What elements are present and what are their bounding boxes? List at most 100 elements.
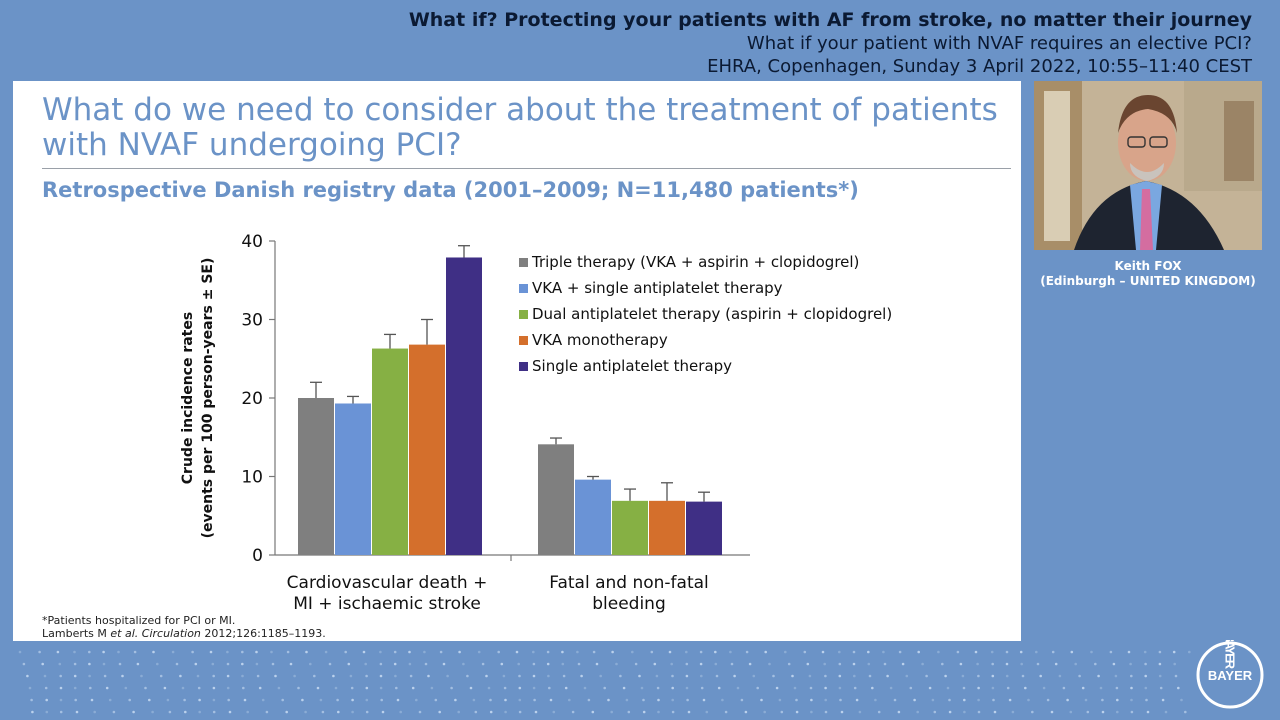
background-dot: [991, 674, 995, 678]
speaker-name: Keith FOX: [1114, 259, 1182, 273]
background-dot: [568, 698, 571, 702]
background-dot: [226, 686, 230, 690]
background-dot: [552, 710, 556, 714]
background-dot: [472, 698, 476, 702]
background-dot: [118, 662, 122, 666]
background-dot: [226, 650, 229, 654]
background-dot: [362, 650, 366, 654]
background-dot: [775, 686, 779, 690]
background-dot: [642, 698, 645, 702]
background-dot: [163, 686, 167, 690]
background-dot: [427, 674, 430, 678]
background-dot: [1097, 674, 1100, 678]
background-dot: [243, 698, 247, 702]
background-dot: [1024, 686, 1027, 690]
background-dot: [309, 662, 312, 666]
background-dot: [763, 710, 766, 714]
background-dot: [547, 674, 550, 678]
background-dot: [409, 674, 413, 678]
bar: [372, 348, 408, 555]
background-dot: [305, 650, 308, 654]
background-dot: [838, 662, 842, 666]
background-dot: [297, 686, 300, 690]
background-dot: [638, 674, 641, 678]
background-dot: [466, 674, 469, 678]
background-dot: [657, 698, 660, 702]
background-dot: [699, 662, 703, 666]
background-dot: [622, 686, 626, 690]
bar: [446, 257, 482, 555]
y-tick-label: 30: [241, 311, 263, 331]
background-dot: [211, 662, 215, 666]
logo-text-vertical: BAYER: [1223, 640, 1238, 670]
background-dot: [396, 698, 400, 702]
background-dot: [140, 674, 143, 678]
background-dot: [587, 698, 591, 702]
bar: [298, 398, 334, 555]
background-dot: [518, 698, 522, 702]
background-dot: [1005, 650, 1009, 654]
background-dot: [656, 686, 660, 690]
background-dot: [198, 698, 201, 702]
background-dot: [1144, 662, 1147, 666]
background-dot: [721, 698, 724, 702]
speaker-video: [1034, 81, 1262, 250]
background-dot: [784, 650, 787, 654]
reference-authors: Lamberts M: [42, 627, 111, 640]
background-dot: [921, 662, 924, 666]
background-dot: [102, 650, 105, 654]
background-dot: [946, 686, 950, 690]
background-dot: [532, 650, 535, 654]
background-dot: [156, 662, 159, 666]
background-dot: [191, 650, 194, 654]
background-dot: [88, 650, 91, 654]
background-dot: [993, 710, 997, 714]
background-dot: [1008, 698, 1012, 702]
background-dot: [351, 710, 354, 714]
background-dot: [928, 686, 932, 690]
background-dot: [18, 650, 22, 654]
background-dot: [729, 650, 732, 654]
background-dot: [365, 710, 369, 714]
background-dot: [1021, 674, 1025, 678]
legend-entry: Dual antiplatelet therapy (aspirin + clo…: [532, 305, 892, 323]
background-dot: [481, 662, 485, 666]
background-dot: [944, 674, 947, 678]
background-dot: [304, 710, 307, 714]
background-dot: [657, 710, 660, 714]
background-dot: [717, 686, 721, 690]
background-dot: [1173, 662, 1176, 666]
background-dot: [255, 650, 258, 654]
background-dot: [438, 710, 442, 714]
background-dot: [45, 698, 48, 702]
background-dot: [1109, 650, 1113, 654]
background-dot: [793, 686, 797, 690]
background-dot: [561, 650, 564, 654]
background-dot: [159, 674, 163, 678]
background-dot: [963, 698, 966, 702]
background-dot: [500, 662, 504, 666]
background-dot: [88, 674, 91, 678]
y-tick-label: 10: [241, 468, 263, 488]
background-dot: [1066, 698, 1069, 702]
background-dot: [1058, 674, 1062, 678]
background-dot: [1070, 650, 1074, 654]
background-dot: [1116, 710, 1119, 714]
x-category-label: Cardiovascular death +: [287, 573, 488, 593]
background-dot: [685, 686, 689, 690]
background-dot: [1006, 686, 1010, 690]
background-dot: [489, 710, 493, 714]
background-dot: [1090, 650, 1093, 654]
background-dot: [1074, 662, 1077, 666]
background-dot: [462, 662, 465, 666]
background-dot: [336, 698, 339, 702]
background-dot: [756, 686, 759, 690]
background-dot: [897, 710, 901, 714]
background-dot: [212, 674, 215, 678]
background-dot: [196, 674, 200, 678]
background-dot: [246, 710, 249, 714]
legend-entry: Triple therapy (VKA + aspirin + clopidog…: [531, 253, 859, 271]
background-dot: [839, 698, 842, 702]
background-dot: [715, 674, 719, 678]
background-dot: [59, 674, 62, 678]
